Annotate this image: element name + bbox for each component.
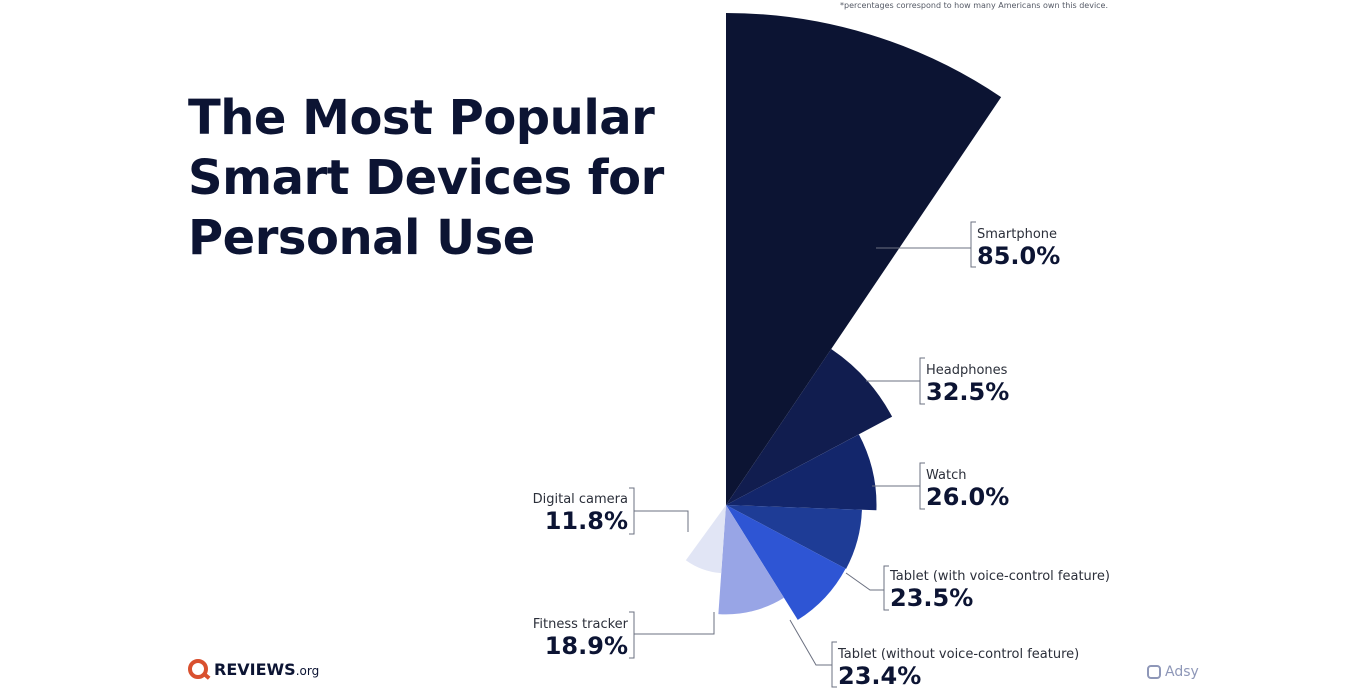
- value-label-tablet-with-voice-control-feature: 23.5%: [890, 584, 973, 612]
- leader-line-tablet-with-voice-control-feature: [845, 572, 884, 591]
- category-label-tablet-without-voice-control-feature: Tablet (without voice-control feature): [837, 647, 1079, 662]
- reviews-logo-icon: [188, 659, 208, 679]
- category-label-tablet-with-voice-control-feature: Tablet (with voice-control feature): [889, 569, 1110, 584]
- reviews-org-logo: REVIEWS.org: [188, 654, 319, 684]
- label-bracket-watch: [919, 462, 925, 510]
- leader-line-digital-camera: [634, 510, 689, 532]
- value-label-headphones: 32.5%: [926, 378, 1009, 406]
- category-label-fitness-tracker: Fitness tracker: [533, 617, 629, 632]
- label-bracket-tablet-without-voice-control-feature: [831, 641, 837, 688]
- label-bracket-fitness-tracker: [629, 611, 635, 659]
- category-label-headphones: Headphones: [926, 363, 1008, 378]
- category-label-watch: Watch: [926, 468, 966, 483]
- value-label-digital-camera: 11.8%: [545, 507, 628, 535]
- title-line-3: Personal Use: [188, 210, 535, 266]
- wedge-headphones: [726, 349, 893, 505]
- label-bracket-tablet-with-voice-control-feature: [883, 565, 889, 611]
- category-label-digital-camera: Digital camera: [533, 492, 628, 507]
- wedge-tablet-without-voice-control-feature: [726, 505, 846, 620]
- category-label-smartphone: Smartphone: [977, 227, 1057, 242]
- leader-line-tablet-without-voice-control-feature: [789, 619, 832, 666]
- wedge-tablet-with-voice-control-feature: [726, 505, 862, 569]
- value-label-watch: 26.0%: [926, 483, 1009, 511]
- adsy-label: Adsy: [1165, 664, 1199, 680]
- chart-title: The Most Popular Smart Devices for Perso…: [188, 88, 708, 268]
- title-line-2: Smart Devices for: [188, 150, 664, 206]
- label-bracket-headphones: [919, 357, 925, 405]
- label-bracket-digital-camera: [629, 487, 635, 535]
- wedge-watch: [726, 434, 877, 511]
- value-label-tablet-without-voice-control-feature: 23.4%: [838, 662, 921, 690]
- footnote: *percentages correspond to how many Amer…: [840, 1, 1109, 10]
- wedge-fitness-tracker: [718, 505, 784, 615]
- leader-line-fitness-tracker: [634, 612, 715, 635]
- wedge-digital-camera: [685, 505, 726, 574]
- label-bracket-smartphone: [970, 221, 976, 268]
- value-label-smartphone: 85.0%: [977, 242, 1060, 270]
- wedge-smartphone: [726, 13, 1002, 505]
- adsy-icon: [1147, 665, 1161, 679]
- title-line-1: The Most Popular: [188, 90, 655, 146]
- value-label-fitness-tracker: 18.9%: [545, 632, 628, 660]
- adsy-credit: Adsy: [1147, 664, 1199, 680]
- reviews-logo-text: REVIEWS.org: [214, 659, 320, 679]
